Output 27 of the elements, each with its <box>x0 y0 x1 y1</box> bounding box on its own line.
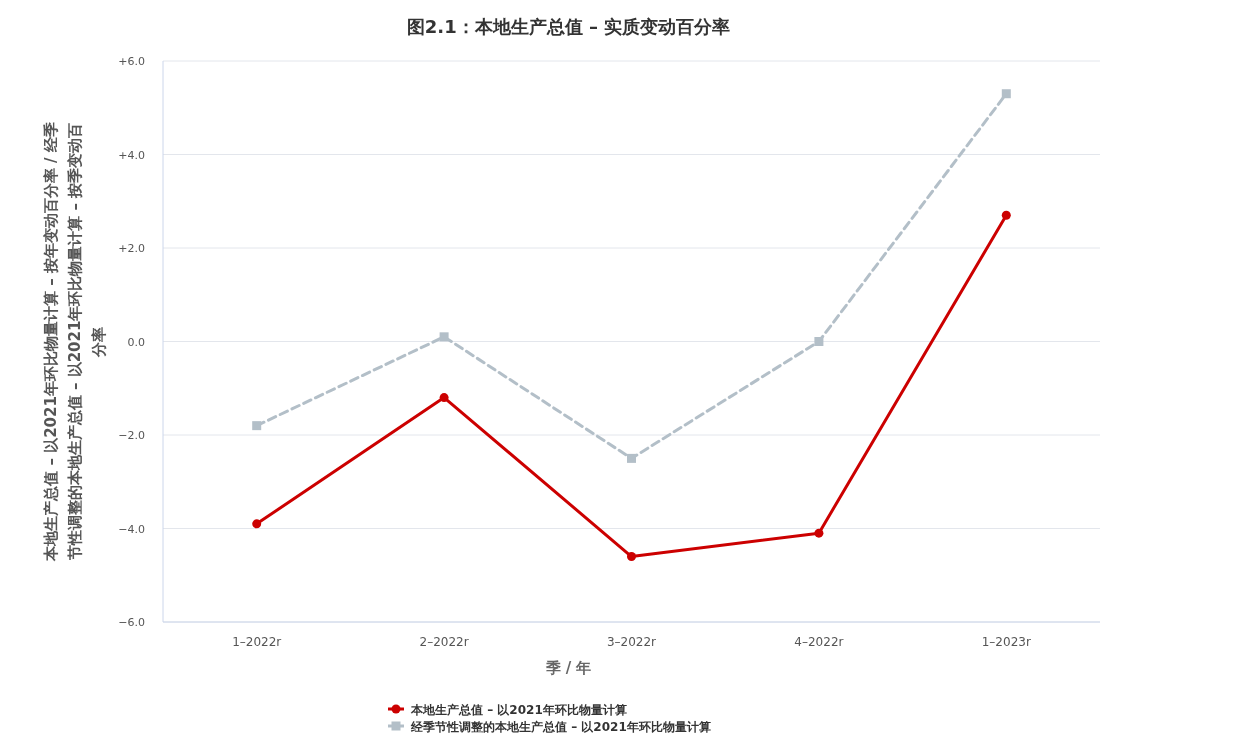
y-tick-label: 0.0 <box>127 335 145 349</box>
y-axis-title: 本地生产总值 – 以2021年环比物量计算 – 按年变动百分率 / 经季节性调整的本地生产总值 – 以2021年环比物量计算 – 按季变动百分率 <box>41 122 108 562</box>
x-tick-label: 1–2023r <box>981 635 1031 649</box>
x-tick-label: 2–2022r <box>419 635 469 649</box>
y-tick-label: +4.0 <box>118 148 145 162</box>
point <box>627 453 636 463</box>
x-tick-label: 3–2022r <box>606 635 657 649</box>
y-tick-label: +6.0 <box>118 55 145 68</box>
y-tick-label: −4.0 <box>118 522 145 536</box>
y-tick-label: −6.0 <box>118 616 145 629</box>
x-axis-title: 季 / 年 <box>544 659 592 677</box>
point <box>1001 89 1011 99</box>
point <box>627 552 636 562</box>
y-tick-label: +2.0 <box>118 242 145 255</box>
point <box>814 337 824 346</box>
legend-label: 经季节性调整的本地生产总值 – 以2021年环比物量计算 <box>410 720 711 734</box>
x-tick-label: 1–2022r <box>232 635 282 649</box>
legend-label: 本地生产总值 – 以2021年环比物量计算 <box>410 703 627 717</box>
point <box>1001 210 1011 220</box>
point <box>439 393 449 403</box>
x-tick-label: 4–2022r <box>794 635 844 649</box>
point <box>252 519 262 529</box>
chart-title: 图2.1：本地生产总值 – 实质变动百分率 <box>406 16 731 37</box>
y-tick-label: −2.0 <box>118 429 145 442</box>
point <box>252 421 262 431</box>
point <box>439 332 449 342</box>
point <box>814 528 824 538</box>
